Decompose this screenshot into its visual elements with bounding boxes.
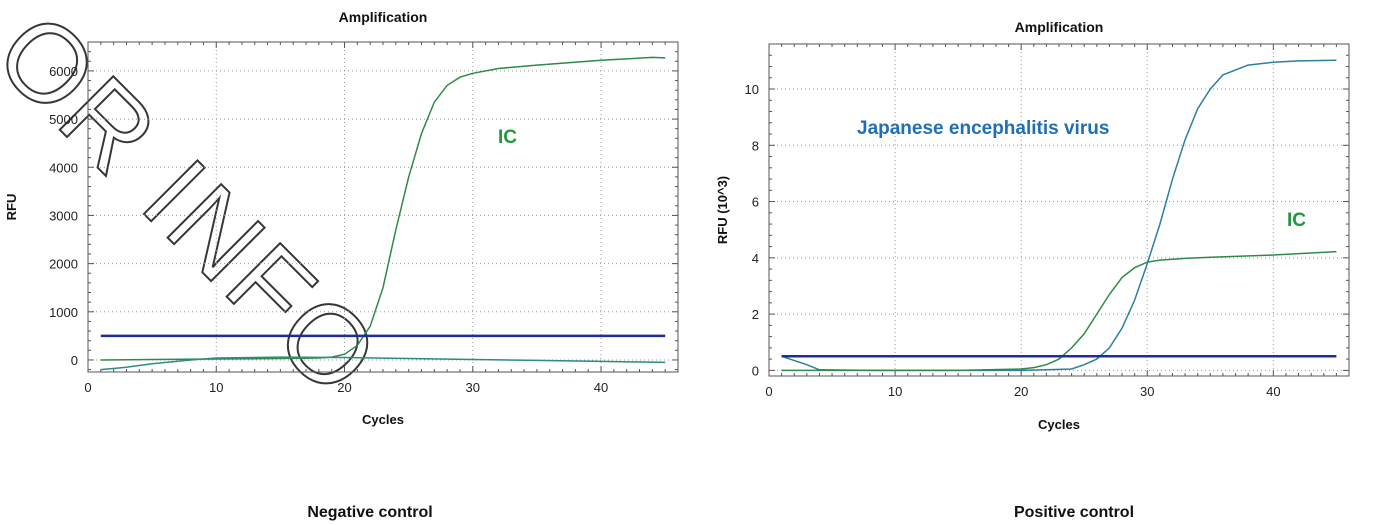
- chart-title: Amplification: [339, 9, 428, 25]
- x-axis-title: Cycles: [362, 412, 404, 427]
- x-tick-label: 10: [209, 380, 223, 395]
- chart-caption: Positive control: [1014, 504, 1134, 521]
- y-tick-label: 0: [71, 353, 78, 368]
- chart-title: Amplification: [1015, 19, 1104, 35]
- x-tick-label: 40: [594, 380, 608, 395]
- y-axis-title: RFU: [4, 194, 19, 221]
- x-tick-label: 0: [765, 384, 772, 399]
- y-tick-label: 3000: [49, 208, 78, 223]
- y-tick-label: 0: [752, 363, 759, 378]
- x-tick-label: 20: [337, 380, 351, 395]
- series-line-0: [100, 56, 666, 361]
- annotation-label: IC: [498, 127, 517, 148]
- y-tick-label: 2000: [49, 257, 78, 272]
- x-tick-label: 40: [1266, 384, 1280, 399]
- y-tick-label: 6000: [49, 64, 78, 79]
- y-tick-label: 8: [752, 138, 759, 153]
- plot-frame: [768, 43, 1350, 377]
- y-tick-label: 1000: [49, 305, 78, 320]
- series-line-1: [781, 250, 1337, 372]
- positive-control-chart: Amplification 0 10 20 30 40 0 2 4 6 8 10 Cycles RFU (…: [715, 19, 1350, 521]
- series-line-1: [100, 356, 666, 371]
- x-tick-label: 20: [1014, 384, 1028, 399]
- chart-caption: Negative control: [307, 504, 432, 521]
- x-tick-label: 0: [84, 380, 91, 395]
- y-tick-label: 6: [752, 195, 759, 210]
- y-tick-label: 4: [752, 251, 759, 266]
- y-tick-label: 5000: [49, 112, 78, 127]
- y-tick-label: 4000: [49, 160, 78, 175]
- series-line-0: [781, 59, 1337, 372]
- y-axis-title: RFU (10^3): [715, 176, 730, 244]
- y-tick-label: 2: [752, 307, 759, 322]
- annotation-label: IC: [1287, 210, 1306, 231]
- x-tick-label: 30: [466, 380, 480, 395]
- negative-control-chart: Amplification 0 10 20 30 40 0 1000 2000 3000 4000 5…: [4, 9, 679, 521]
- x-tick-label: 30: [1140, 384, 1154, 399]
- annotation-label: Japanese encephalitis virus: [857, 118, 1109, 139]
- x-tick-label: 10: [888, 384, 902, 399]
- y-tick-label: 10: [745, 82, 759, 97]
- x-axis-title: Cycles: [1038, 417, 1080, 432]
